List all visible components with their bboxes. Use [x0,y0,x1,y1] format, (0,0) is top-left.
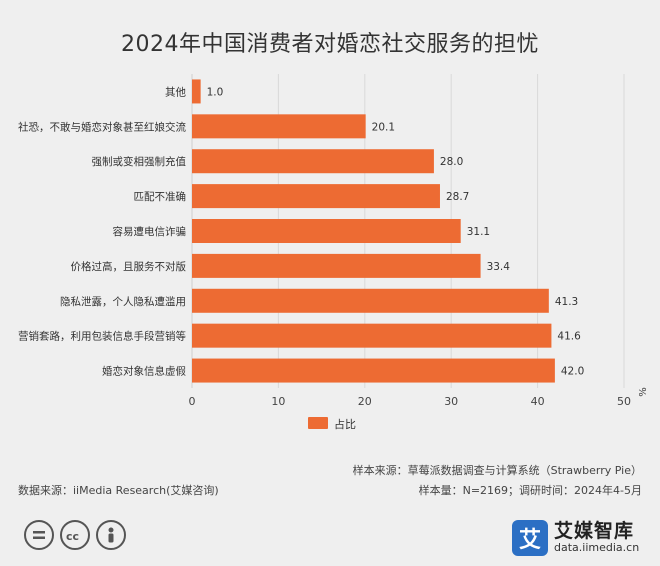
chart-title: 2024年中国消费者对婚恋社交服务的担忧 [121,32,539,57]
legend-label: 占比 [334,417,356,431]
bar [192,79,201,104]
category-label: 容易遭电信诈骗 [113,225,187,238]
bar [192,358,555,383]
logo-url: data.iimedia.cn [554,541,640,554]
x-tick-label: 10 [271,395,285,408]
person-icon [96,520,126,550]
x-tick-label: 50 [617,395,631,408]
data-label: 31.1 [467,226,490,238]
bar [192,184,440,209]
category-label: 匹配不准确 [134,190,187,203]
x-tick-label: 0 [189,395,196,408]
data-label: 28.0 [440,156,463,168]
category-label: 营销套路，利用包装信息手段营销等 [18,330,186,343]
category-label: 其他 [165,85,186,98]
category-label: 价格过高，且服务不对版 [71,260,187,273]
category-label: 社恐，不敢与婚恋对象甚至红娘交流 [18,120,186,133]
data-source: 数据来源：iiMedia Research(艾媒咨询) [18,484,219,497]
sample-size: 样本量：N=2169；调研时间：2024年4-5月 [418,484,642,497]
data-label: 41.6 [557,331,581,343]
bar-chart: 其他 1.0 社恐，不敢与婚恋对象甚至红娘交流 20.1 强制或变相强制充值 28.0 匹配… [18,74,649,431]
legend-swatch [308,417,328,429]
category-label: 强制或变相强制充值 [92,155,187,168]
x-tick-label: 30 [444,395,458,408]
bar [192,149,434,174]
x-tick-label: 40 [531,395,545,408]
data-label: 41.3 [555,296,578,308]
category-label: 婚恋对象信息虚假 [102,365,186,378]
brand-logo: 艾 艾媒智库 data.iimedia.cn [512,520,639,556]
bar [192,288,549,313]
data-label: 1.0 [207,86,224,98]
data-label: 33.4 [487,261,511,273]
data-label: 28.7 [446,191,469,203]
equals-icon [24,520,54,550]
logo-name: 艾媒智库 [554,520,635,542]
data-label: 42.0 [561,366,584,378]
sample-source: 样本来源：草莓派数据调查与计算系统（Strawberry Pie） [352,464,642,477]
x-unit-label: % [638,387,649,397]
x-tick-label: 20 [358,395,372,408]
category-label: 隐私泄露，个人隐私遭滥用 [60,295,186,308]
cc-icon: cc [60,520,90,550]
svg-text:cc: cc [66,530,79,541]
license-icons: cc [24,520,126,550]
bar [192,219,461,243]
bar [192,114,366,139]
data-label: 20.1 [372,121,395,133]
logo-mark: 艾 [512,520,548,556]
bar [192,253,481,278]
bar [192,323,552,348]
